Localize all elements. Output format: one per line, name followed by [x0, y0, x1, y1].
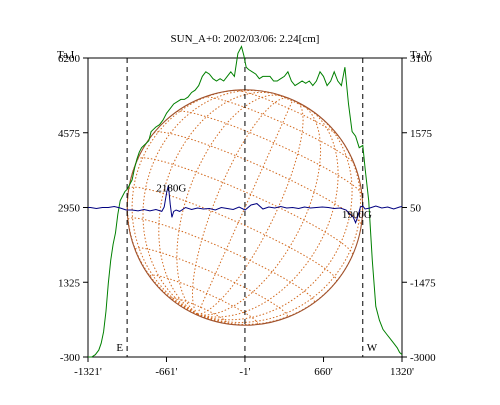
grid-line [158, 91, 277, 315]
grid-line [204, 96, 355, 165]
grid-line [134, 247, 289, 317]
field-annotation: 2180G [156, 182, 186, 194]
chart-title: SUN_A+0: 2002/03/06: 2.24[cm] [171, 33, 320, 45]
grid-line [137, 157, 354, 256]
grid-line [127, 217, 315, 303]
grid-line [153, 131, 362, 226]
grid-line [197, 101, 304, 315]
right-axis-title: Ta,V [410, 49, 432, 61]
grid-line [149, 274, 259, 324]
right-tick-label: -3000 [410, 352, 436, 364]
limb-label: W [367, 342, 378, 354]
x-tick-label: -1321' [74, 366, 102, 378]
stokes-v-line [88, 185, 403, 225]
left-tick-label: 4575 [58, 128, 81, 140]
x-tick-label: 1320' [390, 366, 414, 378]
right-tick-label: -1475 [410, 277, 436, 289]
grid-line [176, 94, 285, 315]
grid-line [197, 113, 353, 321]
grid-line [170, 297, 228, 323]
left-tick-label: 6200 [58, 53, 81, 65]
grid-line [176, 110, 363, 195]
grid-line [142, 89, 268, 315]
x-tick-label: -1' [239, 366, 250, 378]
stokes-i-line [88, 45, 403, 358]
right-tick-label: 3100 [410, 53, 433, 65]
left-axis-title: Ta,I [57, 49, 75, 61]
grid-line [234, 89, 340, 137]
x-tick-label: 660' [314, 366, 333, 378]
x-tick-label: -661' [155, 366, 177, 378]
grid-line [197, 131, 362, 324]
left-tick-label: -300 [60, 352, 81, 364]
grid-line [197, 107, 339, 318]
field-annotation: 1900G [342, 209, 372, 221]
grid-line [131, 89, 241, 315]
left-tick-label: 1325 [58, 277, 81, 289]
limb-label: E [116, 342, 123, 354]
grid-line [128, 186, 338, 282]
right-tick-label: 1575 [410, 128, 433, 140]
grid-line [192, 97, 289, 315]
right-tick-label: 50 [410, 203, 422, 215]
grid-line [196, 99, 294, 315]
grid-line [197, 103, 322, 316]
plot-area: -1321' -661' -1' 660' 1320' 6200 4575 2950 1325 -… [58, 45, 436, 378]
left-tick-label: 2950 [58, 203, 81, 215]
